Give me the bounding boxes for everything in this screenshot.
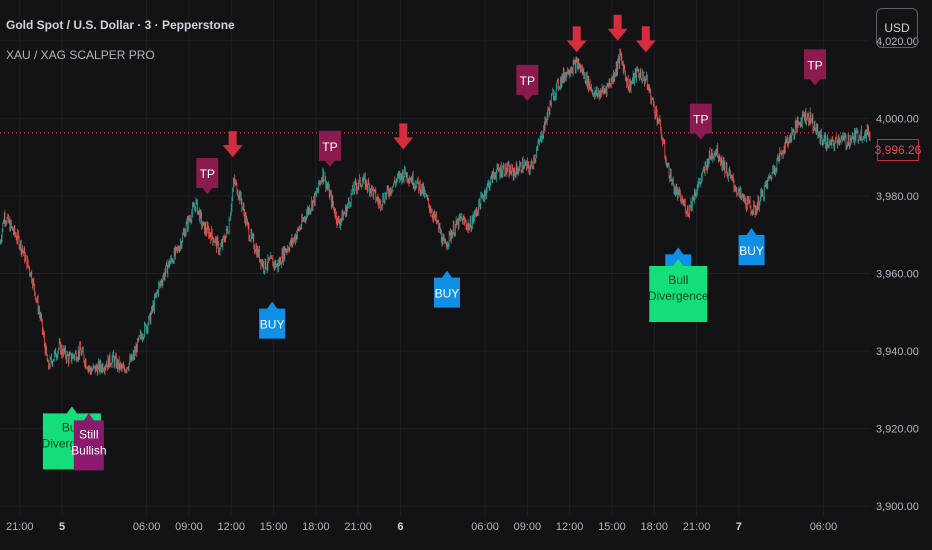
signal-label-text: Bull xyxy=(668,273,688,287)
tp-label xyxy=(318,130,341,167)
tp-label-text: TP xyxy=(200,167,215,181)
tp-label xyxy=(196,157,219,194)
x-tick-label: 06:00 xyxy=(471,521,499,533)
x-tick-label: 21:00 xyxy=(344,521,372,533)
x-tick-label: 06:00 xyxy=(810,521,838,533)
still-bullish-label xyxy=(73,413,104,471)
buy-label-text: BUY xyxy=(739,244,764,258)
currency-button[interactable]: USD xyxy=(876,8,918,48)
x-tick-label: 21:00 xyxy=(6,521,34,533)
sell-arrow-icon xyxy=(393,123,414,150)
x-tick-label: 12:00 xyxy=(217,521,245,533)
x-tick-label: 21:00 xyxy=(683,521,711,533)
x-tick-label: 09:00 xyxy=(514,521,542,533)
buy-label xyxy=(433,270,460,308)
y-tick-label: 3,980.00 xyxy=(876,191,919,203)
y-tick-label: 3,940.00 xyxy=(876,346,919,358)
x-tick-label: 6 xyxy=(397,521,403,533)
signal-label-text: Still xyxy=(79,427,98,441)
y-tick-label: 3,920.00 xyxy=(876,424,919,436)
bull-divergence-label xyxy=(649,259,708,322)
x-tick-label: 18:00 xyxy=(302,521,330,533)
signal-label-text: Divergence xyxy=(648,289,709,303)
tp-label-text: TP xyxy=(807,58,822,72)
buy-label xyxy=(738,227,765,265)
tp-label-text: TP xyxy=(322,140,337,154)
sell-arrow-icon xyxy=(566,26,587,53)
symbol-title[interactable]: Gold Spot / U.S. Dollar · 3 · Pepperston… xyxy=(6,18,235,32)
y-tick-label: 3,900.00 xyxy=(876,501,919,513)
last-price-label: 3,996.26 xyxy=(875,139,921,161)
y-tick-label: 4,020.00 xyxy=(876,36,919,48)
buy-label-text: BUY xyxy=(260,318,285,332)
y-tick-label: 4,000.00 xyxy=(876,113,919,125)
tp-label-text: TP xyxy=(693,113,708,127)
sell-arrow-icon xyxy=(635,26,656,53)
tp-label xyxy=(804,49,827,86)
buy-label-text: BUY xyxy=(435,287,460,301)
sell-arrow-icon xyxy=(222,131,243,158)
x-tick-label: 06:00 xyxy=(133,521,161,533)
x-tick-label: 12:00 xyxy=(556,521,584,533)
tp-label xyxy=(516,64,539,101)
x-tick-label: 7 xyxy=(736,521,742,533)
sell-arrow-icon xyxy=(607,14,628,41)
x-tick-label: 18:00 xyxy=(640,521,668,533)
x-tick-label: 09:00 xyxy=(175,521,203,533)
x-tick-label: 5 xyxy=(59,521,65,533)
x-tick-label: 15:00 xyxy=(260,521,288,533)
buy-label xyxy=(259,301,286,339)
signal-label-text: Bullish xyxy=(71,443,106,457)
tp-label-text: TP xyxy=(520,74,535,88)
x-tick-label: 15:00 xyxy=(598,521,626,533)
tp-label xyxy=(689,103,712,140)
y-tick-label: 3,960.00 xyxy=(876,269,919,281)
indicator-name[interactable]: XAU / XAG SCALPER PRO xyxy=(6,48,155,62)
